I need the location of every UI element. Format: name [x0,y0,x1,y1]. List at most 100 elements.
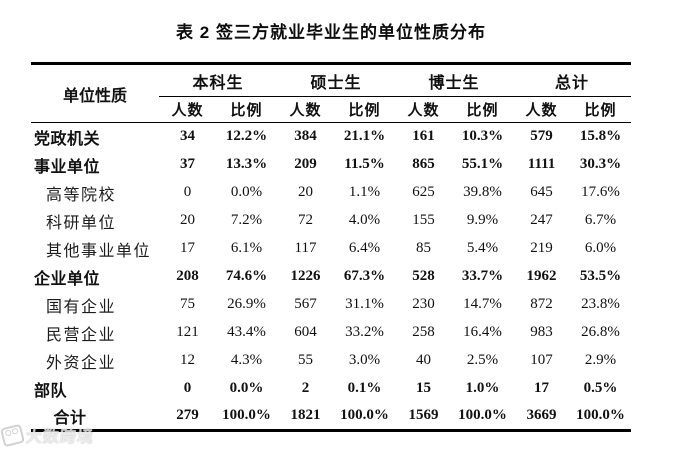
cell-value: 1821 [290,407,321,424]
row-label: 外资企业 [46,354,117,372]
group-header-master: 硕士生 [277,63,396,97]
cell-value: 37 [180,156,195,172]
table-row: 科研单位 20 7.2% 72 4.0% 155 9.9% 247 6.7% [31,207,631,235]
row-label: 高等院校 [46,186,117,204]
cell-value: 12.2% [225,128,268,145]
page-title: 表 2 签三方就业毕业生的单位性质分布 [176,23,486,42]
cell-value: 40 [416,352,432,368]
cell-value: 72 [298,212,314,228]
cell-value: 33.7% [461,268,504,284]
cell-value: 14.7% [463,296,502,312]
cell-value: 10.3% [461,128,504,145]
cell-value: 161 [412,128,435,145]
table-row: 党政机关 34 12.2% 384 21.1% 161 10.3% 579 15.8% [31,123,631,151]
cell-value: 258 [412,324,435,340]
cell-value: 567 [294,296,317,312]
table-body: 党政机关 34 12.2% 384 21.1% 161 10.3% 579 15.8% 事业单位 3… [31,123,631,431]
cell-value: 625 [412,184,435,200]
table-row: 合计 279 100.0% 1821 100.0% 1569 100.0% 3669 100.0… [31,403,631,431]
ratio-header: 比例 [452,96,514,123]
cell-value: 26.8% [581,324,620,340]
table-row: 外资企业 12 4.3% 55 3.0% 40 2.5% 107 2.9% [31,347,631,375]
cell-value: 17 [180,240,195,256]
cell-value: 0 [183,184,192,200]
cell-value: 3669 [526,407,557,424]
row-label: 事业单位 [34,158,101,176]
cell-value: 13.3% [225,156,268,172]
cell-value: 12 [180,352,195,368]
cell-value: 2.9% [584,352,617,368]
cell-value: 983 [530,324,553,340]
header-sub-row: 人数 比例 人数 比例 人数 比例 人数 比例 [31,96,632,123]
cell-value: 39.8% [463,184,502,200]
table-row: 民营企业 121 43.4% 604 33.2% 258 16.4% 983 26.8% [31,319,631,347]
cell-value: 17 [534,380,550,396]
cell-value: 16.4% [463,324,502,340]
cell-value: 100.0% [576,407,625,424]
cell-value: 0.0% [229,380,264,396]
table-row: 企业单位 208 74.6% 1226 67.3% 528 33.7% 1962 53.5% [31,263,631,291]
cell-value: 21.1% [343,128,386,145]
cell-value: 645 [530,184,553,200]
cell-value: 20 [180,212,195,228]
count-header: 人数 [159,96,216,123]
cell-value: 75 [180,296,195,312]
cell-value: 6.4% [348,240,381,256]
cell-value: 17.6% [581,184,620,200]
cell-value: 100.0% [458,407,507,424]
table-row: 国有企业 75 26.9% 567 31.1% 230 14.7% 872 23.8% [31,291,631,319]
cell-value: 9.9% [466,212,499,228]
cell-value: 6.7% [584,212,617,228]
cell-value: 872 [530,296,553,312]
cell-value: 0.1% [347,380,382,396]
row-label: 合计 [53,409,87,427]
cell-value: 604 [294,324,317,340]
row-label: 部队 [34,382,68,400]
table-row: 高等院校 0 0.0% 20 1.1% 625 39.8% 645 17.6% [31,179,631,207]
cell-value: 1.1% [348,184,381,200]
cell-value: 579 [530,128,553,145]
unit-type-header: 单位性质 [31,63,159,123]
row-label: 党政机关 [34,130,101,148]
cell-value: 100.0% [340,407,389,424]
table-row: 其他事业单位 17 6.1% 117 6.4% 85 5.4% 219 6.0% [31,235,631,263]
cell-value: 0 [183,380,192,396]
cell-value: 121 [176,324,199,340]
row-label: 科研单位 [46,214,117,232]
unit-distribution-table: 单位性质 本科生 硕士生 博士生 总计 人数 比例 人数 比例 人数 比例 人数… [31,62,632,432]
cell-value: 30.3% [579,156,622,172]
count-header: 人数 [395,96,453,123]
cell-value: 1569 [408,407,439,424]
cell-value: 230 [412,296,435,312]
cell-value: 6.1% [230,240,263,256]
cell-value: 1111 [527,156,556,172]
cell-value: 4.0% [348,212,381,228]
cell-value: 5.4% [466,240,499,256]
cell-value: 2 [301,380,310,396]
row-label: 国有企业 [46,298,117,316]
ratio-header: 比例 [216,96,278,123]
cell-value: 107 [530,352,553,368]
count-header: 人数 [513,96,571,123]
cell-value: 26.9% [227,296,266,312]
cell-value: 67.3% [343,268,386,284]
cell-value: 7.2% [230,212,263,228]
cell-value: 209 [294,156,317,172]
group-header-bachelor: 本科生 [159,63,278,97]
cell-value: 4.3% [230,352,263,368]
table-row: 部队 0 0.0% 2 0.1% 15 1.0% 17 0.5% [31,375,631,403]
cell-value: 34 [180,128,195,145]
cell-value: 85 [416,240,432,256]
cell-value: 1962 [526,268,557,284]
cell-value: 15 [416,380,432,396]
cell-value: 55 [298,352,314,368]
count-header: 人数 [277,96,335,123]
row-label: 企业单位 [34,270,101,288]
table-row: 事业单位 37 13.3% 209 11.5% 865 55.1% 1111 30.3% [31,151,631,179]
cell-value: 247 [530,212,553,228]
cell-value: 208 [176,268,199,284]
cell-value: 865 [412,156,435,172]
cell-value: 0.5% [583,380,618,396]
ratio-header: 比例 [570,96,632,123]
cell-value: 74.6% [225,268,268,284]
